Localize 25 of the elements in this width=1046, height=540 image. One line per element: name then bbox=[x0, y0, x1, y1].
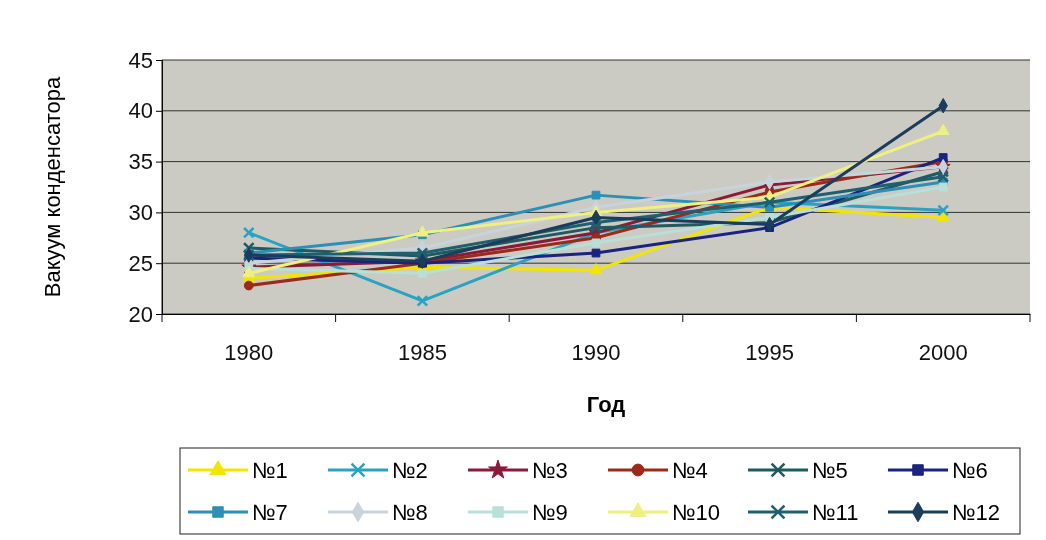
x-tick-label: 1980 bbox=[224, 339, 274, 365]
y-tick-label: 25 bbox=[128, 250, 153, 276]
y-tick-label: 45 bbox=[128, 47, 153, 73]
legend-label: №2 bbox=[392, 458, 428, 483]
legend-label: №4 bbox=[672, 458, 708, 483]
legend-label: №12 bbox=[952, 500, 1001, 525]
legend-label: №1 bbox=[252, 458, 288, 483]
y-tick-label: 40 bbox=[128, 98, 153, 124]
y-axis-title: Вакуум конденсатора bbox=[40, 75, 65, 298]
x-tick-label: 1990 bbox=[571, 339, 621, 365]
x-tick-label: 1995 bbox=[745, 339, 795, 365]
y-tick-label: 35 bbox=[128, 149, 153, 175]
legend-label: №9 bbox=[532, 500, 568, 525]
legend-label: №8 bbox=[392, 500, 428, 525]
y-tick-label: 30 bbox=[128, 199, 153, 225]
legend-label: №6 bbox=[952, 458, 988, 483]
x-tick-label: 1985 bbox=[397, 339, 447, 365]
legend-label: №11 bbox=[812, 500, 859, 525]
legend-label: №7 bbox=[252, 500, 288, 525]
x-axis-title: Год bbox=[586, 392, 626, 417]
x-tick-label: 2000 bbox=[918, 339, 968, 365]
legend-label: №5 bbox=[812, 458, 848, 483]
y-tick-label: 20 bbox=[128, 301, 153, 327]
legend-label: №10 bbox=[672, 500, 721, 525]
legend-label: №3 bbox=[532, 458, 568, 483]
